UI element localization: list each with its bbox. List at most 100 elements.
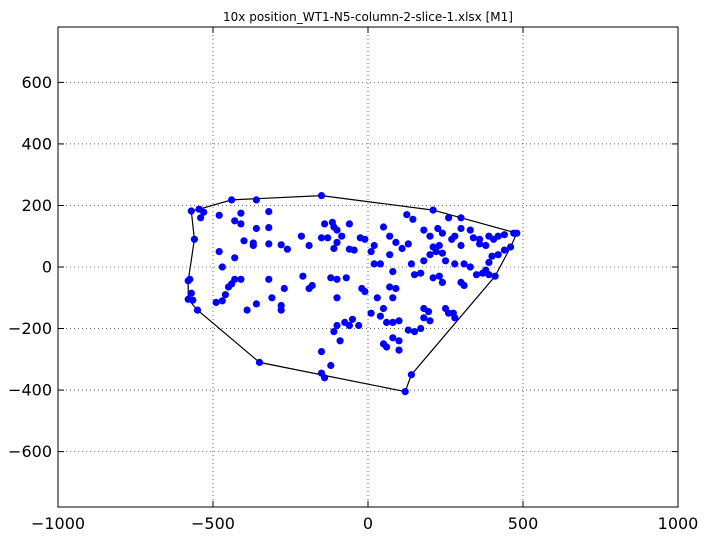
y-tick-label-1: −400 bbox=[8, 381, 52, 400]
data-point-155 bbox=[215, 248, 223, 256]
data-point-42 bbox=[404, 240, 412, 248]
data-point-47 bbox=[434, 224, 442, 233]
x-tick-label-0: −1000 bbox=[31, 514, 85, 533]
data-point-112 bbox=[383, 318, 391, 326]
hull-outline bbox=[187, 194, 518, 393]
data-point-29 bbox=[338, 232, 346, 240]
data-point-11 bbox=[265, 208, 273, 216]
data-point-141 bbox=[268, 294, 276, 302]
data-point-171 bbox=[410, 271, 419, 279]
data-point-55 bbox=[466, 226, 474, 234]
data-point-137 bbox=[299, 272, 307, 280]
data-point-89 bbox=[429, 274, 437, 282]
chart-title: 10x position_WT1-N5-column-2-slice-1.xls… bbox=[223, 10, 513, 24]
data-point-28 bbox=[333, 238, 341, 246]
data-point-154 bbox=[218, 263, 226, 271]
data-point-93 bbox=[420, 304, 428, 313]
data-point-149 bbox=[224, 283, 233, 291]
data-point-16 bbox=[249, 239, 257, 247]
data-point-27 bbox=[333, 226, 341, 234]
data-point-77 bbox=[460, 260, 468, 268]
data-point-0 bbox=[317, 192, 326, 200]
data-point-95 bbox=[420, 314, 428, 322]
data-point-49 bbox=[457, 214, 465, 222]
data-point-3 bbox=[187, 207, 195, 215]
data-point-35 bbox=[361, 235, 369, 243]
data-point-50 bbox=[457, 224, 465, 233]
data-point-166 bbox=[370, 260, 378, 268]
data-point-43 bbox=[409, 215, 417, 223]
data-point-138 bbox=[280, 284, 288, 293]
data-point-145 bbox=[243, 306, 251, 314]
data-point-97 bbox=[410, 328, 419, 336]
data-point-146 bbox=[237, 275, 245, 283]
data-point-102 bbox=[451, 314, 459, 322]
data-point-162 bbox=[190, 235, 198, 243]
data-point-73 bbox=[485, 271, 493, 279]
data-point-126 bbox=[336, 337, 344, 345]
data-point-134 bbox=[342, 274, 350, 282]
data-point-85 bbox=[420, 257, 428, 265]
data-point-115 bbox=[389, 294, 397, 302]
data-point-32 bbox=[345, 245, 353, 253]
data-point-144 bbox=[252, 300, 260, 308]
data-point-8 bbox=[231, 217, 239, 225]
data-points bbox=[184, 192, 521, 396]
data-point-143 bbox=[255, 358, 264, 366]
data-point-45 bbox=[420, 226, 428, 234]
data-point-84 bbox=[426, 251, 434, 259]
data-point-129 bbox=[317, 369, 326, 377]
data-point-131 bbox=[333, 294, 341, 302]
data-point-167 bbox=[376, 260, 384, 268]
data-point-158 bbox=[187, 289, 195, 297]
data-point-136 bbox=[305, 284, 313, 293]
data-point-127 bbox=[327, 361, 335, 370]
data-point-78 bbox=[451, 260, 459, 268]
data-point-21 bbox=[305, 241, 313, 250]
data-point-151 bbox=[218, 297, 226, 305]
data-point-82 bbox=[429, 243, 437, 251]
data-point-91 bbox=[460, 281, 468, 290]
data-point-119 bbox=[367, 309, 375, 317]
data-point-98 bbox=[404, 326, 412, 334]
data-point-118 bbox=[373, 294, 381, 302]
data-point-41 bbox=[403, 211, 411, 219]
data-point-72 bbox=[479, 269, 487, 277]
data-point-94 bbox=[426, 317, 434, 325]
data-point-79 bbox=[441, 257, 450, 265]
data-point-56 bbox=[469, 234, 477, 242]
x-tick-label-3: 500 bbox=[508, 514, 539, 533]
data-point-14 bbox=[240, 237, 248, 245]
data-point-106 bbox=[395, 337, 403, 345]
data-point-107 bbox=[389, 334, 397, 342]
data-point-2 bbox=[252, 196, 260, 204]
data-point-76 bbox=[466, 263, 474, 271]
data-point-20 bbox=[297, 232, 305, 240]
data-point-59 bbox=[482, 241, 490, 250]
data-point-46 bbox=[426, 232, 434, 240]
data-point-66 bbox=[507, 243, 515, 251]
x-tick-label-4: 1000 bbox=[658, 514, 699, 533]
data-point-116 bbox=[392, 284, 400, 293]
x-tick-label-1: −500 bbox=[191, 514, 235, 533]
data-point-40 bbox=[398, 244, 406, 253]
data-point-54 bbox=[457, 241, 465, 250]
data-point-165 bbox=[367, 248, 375, 256]
data-point-19 bbox=[283, 245, 291, 253]
data-point-70 bbox=[485, 258, 493, 266]
data-point-121 bbox=[348, 315, 357, 323]
data-point-125 bbox=[330, 328, 338, 336]
data-point-53 bbox=[451, 232, 459, 240]
data-point-88 bbox=[438, 278, 446, 286]
data-point-124 bbox=[333, 321, 341, 330]
data-point-152 bbox=[212, 298, 220, 306]
data-point-110 bbox=[395, 317, 403, 325]
data-point-83 bbox=[435, 241, 443, 250]
data-point-164 bbox=[358, 284, 366, 293]
data-point-109 bbox=[379, 340, 388, 348]
data-point-6 bbox=[197, 214, 205, 222]
data-point-69 bbox=[488, 252, 496, 260]
data-point-58 bbox=[476, 240, 484, 248]
data-point-44 bbox=[429, 206, 437, 214]
